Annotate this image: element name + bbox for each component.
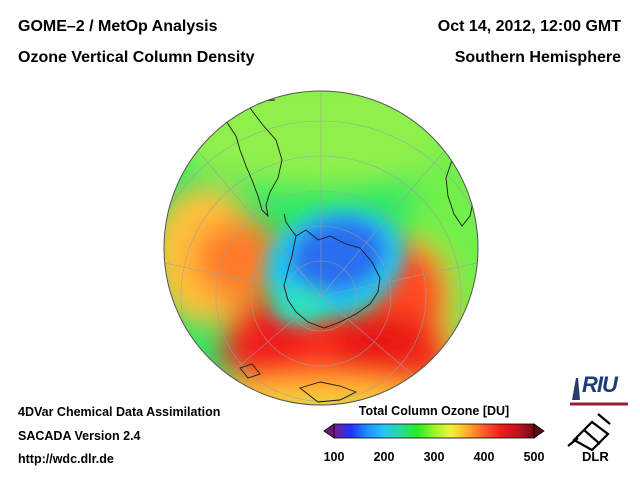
- coast-antarctic-peninsula: [283, 213, 297, 237]
- colorbar: [323, 423, 545, 439]
- datetime-label: Oct 14, 2012, 12:00 GMT: [437, 18, 621, 35]
- colorbar-title: Total Column Ozone [DU]: [358, 404, 510, 418]
- colorbar-left-arrow: [323, 423, 335, 439]
- colorbar-tick-label: 200: [373, 450, 395, 464]
- colorbar-tick-label: 400: [473, 450, 495, 464]
- url-link[interactable]: http://wdc.dlr.de: [18, 452, 114, 466]
- version-label: SACADA Version 2.4: [18, 429, 141, 443]
- colorbar-right-arrow: [533, 423, 545, 439]
- ozone-hole-fringe: [272, 285, 328, 325]
- dlr-logo-icon: [567, 413, 611, 452]
- colorbar-tick-label: 300: [423, 450, 445, 464]
- globe-outline: [163, 90, 479, 406]
- riu-logo-icon: [570, 378, 628, 406]
- region-label: Southern Hemisphere: [454, 49, 621, 66]
- product-title: Ozone Vertical Column Density: [18, 49, 255, 66]
- coast-australia: [299, 381, 358, 403]
- graticule: [164, 91, 478, 405]
- ozone-south-edge: [210, 380, 430, 405]
- colorbar-tick-label: 500: [523, 450, 545, 464]
- colorbar-tick-label: 100: [323, 450, 345, 464]
- method-label: 4DVar Chemical Data Assimilation: [18, 405, 221, 419]
- riu-logo-text: RIU: [582, 372, 618, 397]
- coast-south-america: [219, 103, 283, 218]
- instrument-title: GOME–2 / MetOp Analysis: [18, 18, 218, 35]
- ozone-ring-core: [325, 312, 435, 368]
- riu-logo-mark: [572, 378, 580, 400]
- coast-antarctica: [283, 229, 381, 329]
- dlr-logo-text: DLR: [582, 449, 609, 464]
- colorbar-gradient: [333, 423, 535, 439]
- coast-southwest-island: [239, 363, 261, 379]
